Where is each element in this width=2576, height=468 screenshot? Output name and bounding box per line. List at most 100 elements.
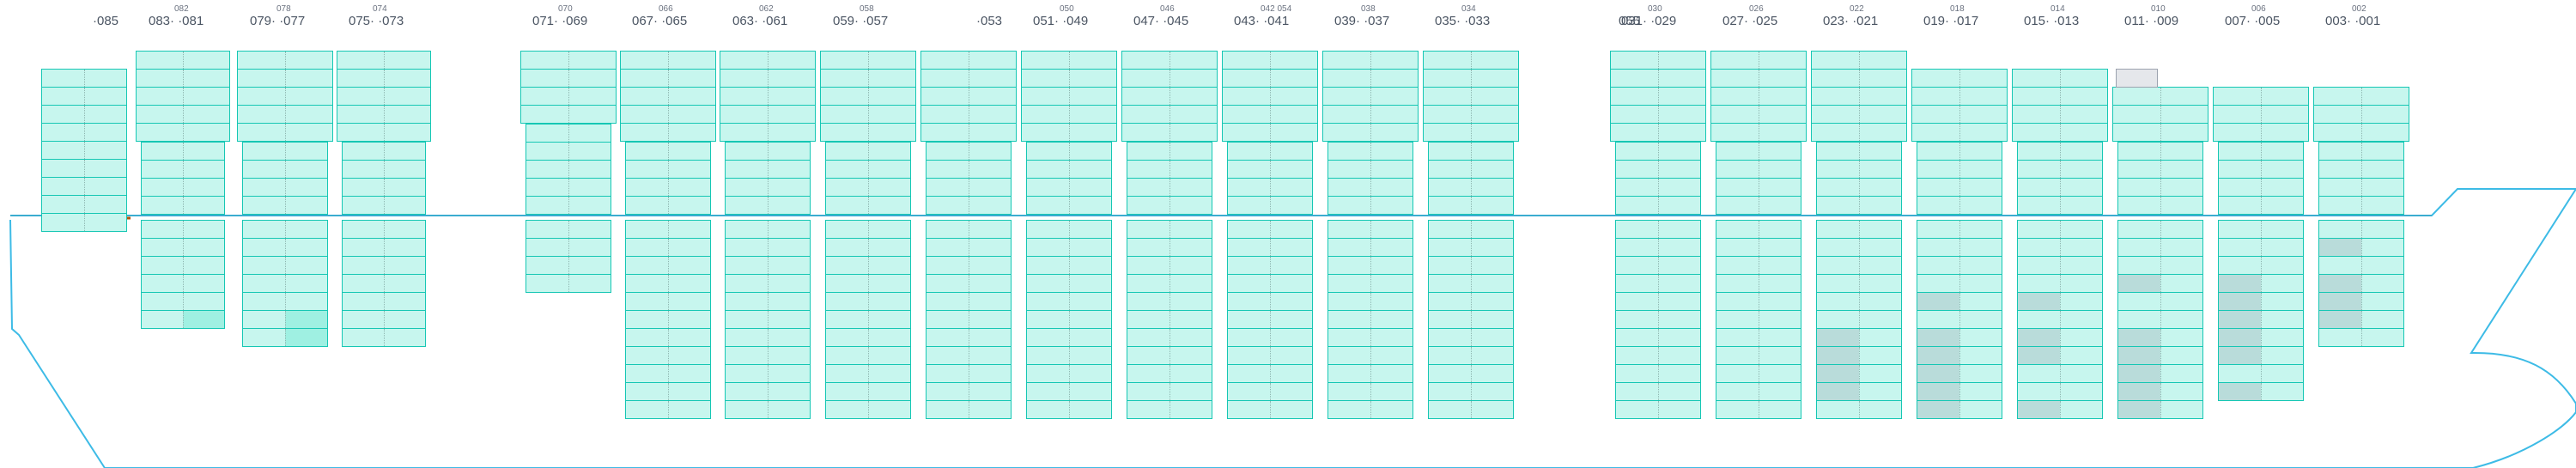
container-slot[interactable] bbox=[2112, 87, 2208, 106]
container-slot[interactable] bbox=[1227, 382, 1313, 401]
container-slot[interactable] bbox=[41, 141, 127, 160]
container-slot[interactable] bbox=[1917, 346, 2002, 365]
container-slot[interactable] bbox=[237, 87, 333, 106]
container-slot[interactable] bbox=[1610, 105, 1706, 124]
container-slot[interactable] bbox=[2017, 238, 2103, 257]
container-slot[interactable] bbox=[1917, 196, 2002, 215]
container-slot[interactable] bbox=[1227, 400, 1313, 419]
container-slot[interactable] bbox=[141, 196, 225, 215]
container-slot[interactable] bbox=[242, 196, 328, 215]
container-slot[interactable] bbox=[1610, 69, 1706, 88]
container-slot[interactable] bbox=[1917, 382, 2002, 401]
container-slot[interactable] bbox=[825, 310, 911, 329]
container-slot[interactable] bbox=[526, 142, 611, 161]
container-slot[interactable] bbox=[2318, 238, 2404, 257]
container-slot[interactable] bbox=[926, 274, 1012, 293]
container-slot[interactable] bbox=[1428, 274, 1514, 293]
container-slot[interactable] bbox=[1327, 382, 1413, 401]
container-slot[interactable] bbox=[242, 292, 328, 311]
container-slot[interactable] bbox=[1021, 105, 1117, 124]
container-slot[interactable] bbox=[820, 51, 916, 70]
container-slot[interactable] bbox=[1021, 51, 1117, 70]
container-slot[interactable] bbox=[2117, 196, 2203, 215]
container-slot[interactable] bbox=[1026, 310, 1112, 329]
container-slot[interactable] bbox=[526, 124, 611, 143]
container-slot[interactable] bbox=[825, 400, 911, 419]
container-slot[interactable] bbox=[1327, 178, 1413, 197]
container-slot[interactable] bbox=[2218, 328, 2304, 347]
container-slot[interactable] bbox=[1127, 328, 1212, 347]
container-slot[interactable] bbox=[1327, 328, 1413, 347]
container-slot[interactable] bbox=[1026, 256, 1112, 275]
container-slot[interactable] bbox=[1423, 51, 1519, 70]
container-slot[interactable] bbox=[725, 274, 811, 293]
container-slot[interactable] bbox=[520, 51, 617, 70]
container-slot[interactable] bbox=[2017, 346, 2103, 365]
container-slot[interactable] bbox=[2218, 256, 2304, 275]
container-slot[interactable] bbox=[237, 51, 333, 70]
container-slot[interactable] bbox=[2117, 160, 2203, 179]
container-slot[interactable] bbox=[1428, 196, 1514, 215]
container-slot[interactable] bbox=[1222, 51, 1318, 70]
container-slot[interactable] bbox=[1227, 256, 1313, 275]
container-slot[interactable] bbox=[136, 51, 230, 70]
container-slot[interactable] bbox=[1121, 69, 1218, 88]
container-slot[interactable] bbox=[2117, 328, 2203, 347]
container-slot[interactable] bbox=[1327, 364, 1413, 383]
container-slot[interactable] bbox=[337, 123, 431, 142]
container-slot[interactable] bbox=[526, 160, 611, 179]
container-slot[interactable] bbox=[1227, 292, 1313, 311]
container-slot[interactable] bbox=[620, 51, 716, 70]
container-slot[interactable] bbox=[1227, 346, 1313, 365]
container-slot[interactable] bbox=[1710, 51, 1807, 70]
container-slot[interactable] bbox=[2017, 196, 2103, 215]
container-slot[interactable] bbox=[2318, 220, 2404, 239]
container-slot[interactable] bbox=[720, 123, 816, 142]
container-slot[interactable] bbox=[625, 346, 711, 365]
container-slot[interactable] bbox=[1428, 382, 1514, 401]
container-slot[interactable] bbox=[1021, 87, 1117, 106]
container-slot[interactable] bbox=[926, 196, 1012, 215]
container-slot[interactable] bbox=[1716, 256, 1801, 275]
container-slot[interactable] bbox=[2218, 196, 2304, 215]
container-slot[interactable] bbox=[1428, 328, 1514, 347]
container-slot[interactable] bbox=[1716, 292, 1801, 311]
container-slot[interactable] bbox=[1911, 123, 2008, 142]
container-slot[interactable] bbox=[242, 256, 328, 275]
container-slot[interactable] bbox=[1026, 274, 1112, 293]
container-slot[interactable] bbox=[825, 364, 911, 383]
container-slot[interactable] bbox=[2313, 105, 2409, 124]
container-slot[interactable] bbox=[1917, 256, 2002, 275]
container-slot[interactable] bbox=[2017, 256, 2103, 275]
container-slot[interactable] bbox=[2117, 142, 2203, 161]
container-slot[interactable] bbox=[625, 382, 711, 401]
container-slot[interactable] bbox=[136, 87, 230, 106]
container-slot[interactable] bbox=[2218, 220, 2304, 239]
container-slot[interactable] bbox=[1423, 87, 1519, 106]
container-slot[interactable] bbox=[520, 105, 617, 124]
container-slot[interactable] bbox=[1615, 292, 1701, 311]
container-slot[interactable] bbox=[2117, 364, 2203, 383]
container-slot[interactable] bbox=[526, 274, 611, 293]
container-slot[interactable] bbox=[1322, 105, 1419, 124]
container-slot[interactable] bbox=[2012, 105, 2108, 124]
container-slot[interactable] bbox=[625, 160, 711, 179]
container-slot[interactable] bbox=[1227, 178, 1313, 197]
container-slot[interactable] bbox=[1026, 292, 1112, 311]
container-slot[interactable] bbox=[1026, 238, 1112, 257]
container-slot[interactable] bbox=[141, 310, 225, 329]
container-slot[interactable] bbox=[2318, 196, 2404, 215]
container-slot[interactable] bbox=[1716, 238, 1801, 257]
container-slot[interactable] bbox=[1710, 87, 1807, 106]
container-slot[interactable] bbox=[1917, 142, 2002, 161]
container-slot[interactable] bbox=[136, 123, 230, 142]
container-slot[interactable] bbox=[926, 142, 1012, 161]
container-slot[interactable] bbox=[2117, 346, 2203, 365]
container-slot[interactable] bbox=[1322, 69, 1419, 88]
container-slot[interactable] bbox=[1610, 123, 1706, 142]
container-slot[interactable] bbox=[1615, 196, 1701, 215]
container-slot[interactable] bbox=[1816, 274, 1902, 293]
container-slot[interactable] bbox=[342, 196, 426, 215]
container-slot[interactable] bbox=[1917, 220, 2002, 239]
container-slot[interactable] bbox=[2017, 220, 2103, 239]
